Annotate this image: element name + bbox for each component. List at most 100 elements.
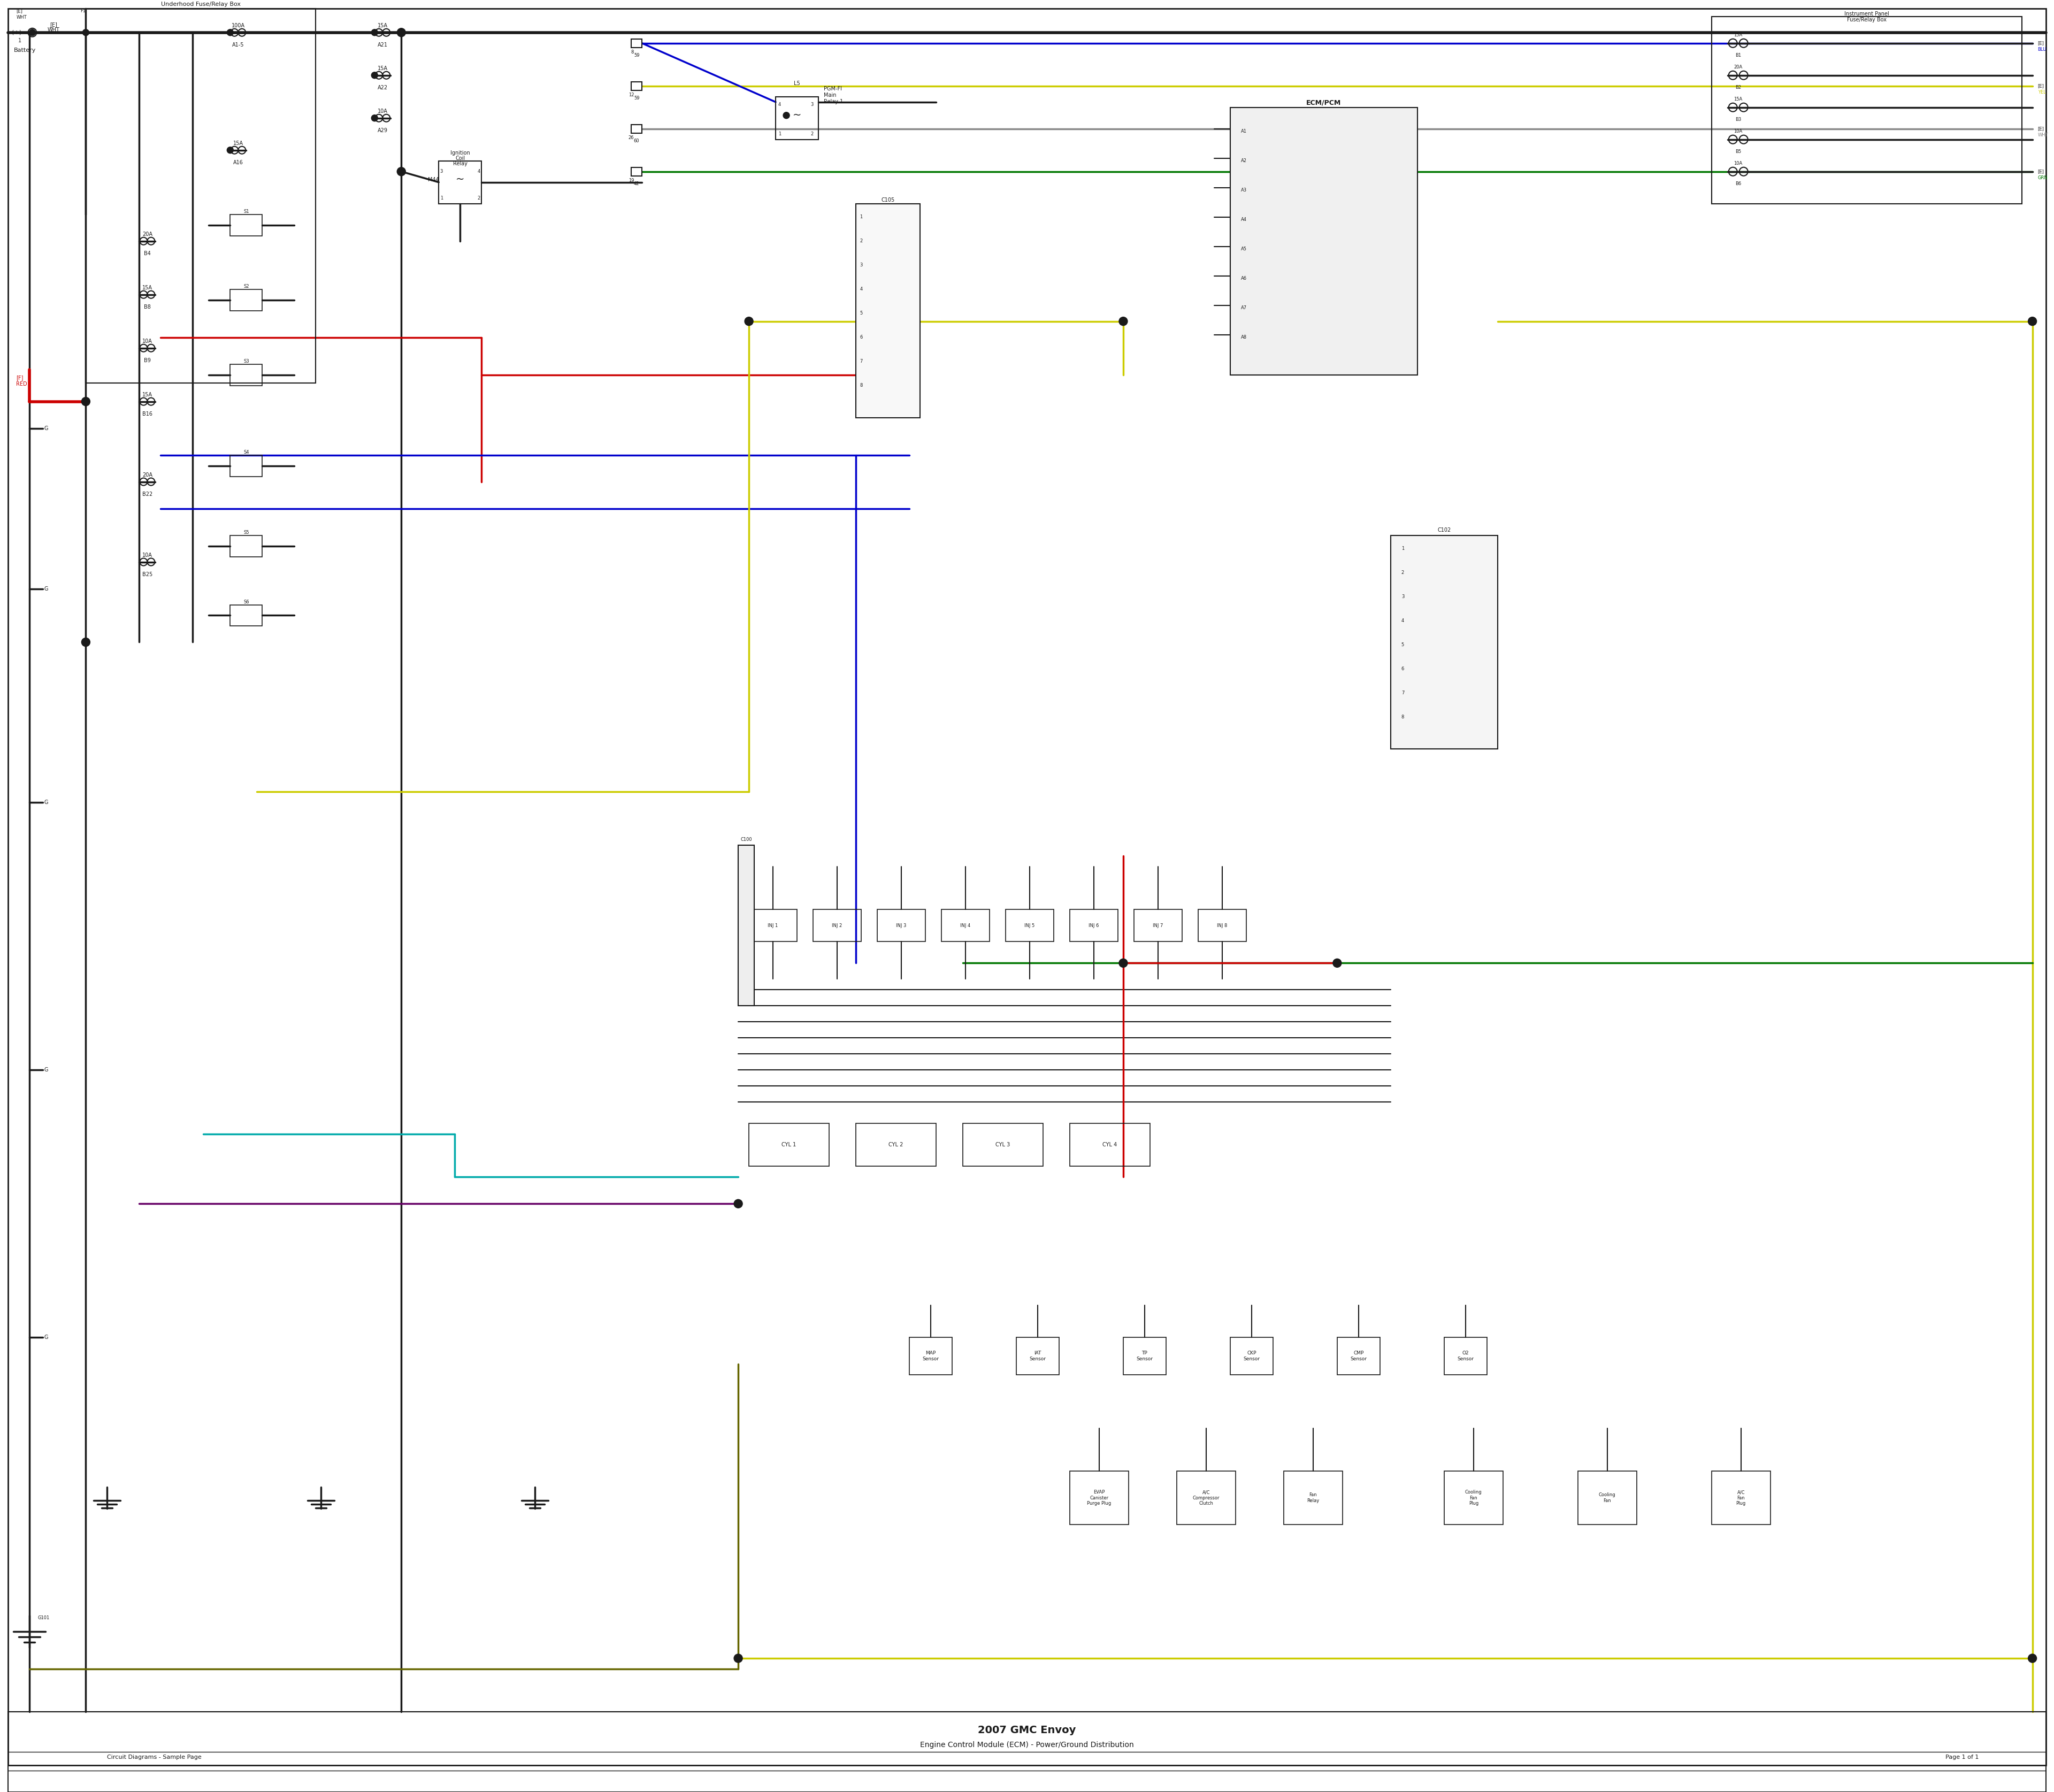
Text: B8: B8 <box>144 305 150 310</box>
Bar <box>776 97 817 140</box>
Circle shape <box>783 113 789 118</box>
Text: 15A: 15A <box>1734 97 1742 102</box>
Text: INJ 2: INJ 2 <box>832 923 842 928</box>
Text: 7: 7 <box>861 358 863 364</box>
Circle shape <box>228 147 234 154</box>
Text: 59: 59 <box>635 52 639 57</box>
Circle shape <box>372 115 378 122</box>
Bar <box>631 39 643 47</box>
Bar <box>1070 910 1117 941</box>
Text: ECM/PCM: ECM/PCM <box>1306 99 1341 106</box>
Bar <box>963 1124 1043 1167</box>
Text: 15A: 15A <box>232 140 242 145</box>
Text: B6: B6 <box>1736 181 1742 186</box>
Text: EVAP
Canister
Purge Plug: EVAP Canister Purge Plug <box>1087 1489 1111 1505</box>
Text: 10A: 10A <box>378 109 388 113</box>
Circle shape <box>228 29 234 36</box>
Text: A7: A7 <box>1241 305 1247 310</box>
Circle shape <box>396 29 405 38</box>
Text: B16: B16 <box>142 410 152 416</box>
Bar <box>750 910 797 941</box>
Text: Coil: Coil <box>456 156 464 161</box>
Text: IAT
Sensor: IAT Sensor <box>1029 1351 1045 1362</box>
Bar <box>86 9 316 383</box>
Text: 8: 8 <box>1401 715 1405 719</box>
Text: BLU: BLU <box>2038 47 2046 52</box>
Text: G101: G101 <box>37 1616 49 1620</box>
Text: B4: B4 <box>144 251 150 256</box>
Text: 4: 4 <box>861 287 863 292</box>
Text: B25: B25 <box>142 572 152 577</box>
Text: A29: A29 <box>378 127 388 133</box>
Text: 1: 1 <box>18 38 23 43</box>
Text: 2007 GMC Envoy: 2007 GMC Envoy <box>978 1726 1076 1735</box>
Text: 10A: 10A <box>1734 161 1742 165</box>
Bar <box>1230 108 1417 375</box>
Bar <box>1124 1337 1167 1374</box>
Text: 15A: 15A <box>142 285 152 290</box>
Text: 8: 8 <box>861 383 863 387</box>
Circle shape <box>82 398 88 405</box>
Text: 15A: 15A <box>378 23 388 29</box>
Circle shape <box>29 29 35 36</box>
Text: 60: 60 <box>635 138 639 143</box>
Text: A1-5: A1-5 <box>232 43 244 47</box>
Text: 20A: 20A <box>1734 65 1742 70</box>
Text: 19: 19 <box>629 177 635 183</box>
Text: 100A: 100A <box>232 23 244 29</box>
Text: Circuit Diagrams - Sample Page: Circuit Diagrams - Sample Page <box>107 1754 201 1760</box>
Text: B5: B5 <box>1736 149 1742 154</box>
Text: [E]: [E] <box>2038 84 2044 88</box>
Text: A3: A3 <box>1241 188 1247 192</box>
Text: 20A: 20A <box>142 471 152 477</box>
Text: CYL 3: CYL 3 <box>996 1142 1011 1147</box>
Bar <box>1197 910 1247 941</box>
Bar <box>1177 1471 1237 1525</box>
Text: 1: 1 <box>861 215 863 219</box>
Text: 10A: 10A <box>142 339 152 344</box>
Text: 4: 4 <box>477 168 481 174</box>
Text: 3: 3 <box>440 168 444 174</box>
Text: TP
Sensor: TP Sensor <box>1136 1351 1152 1362</box>
Text: 1: 1 <box>1401 547 1405 550</box>
Bar <box>8 1711 2046 1792</box>
Circle shape <box>398 168 405 176</box>
Circle shape <box>2027 317 2038 326</box>
Text: 12: 12 <box>629 93 635 97</box>
Text: G: G <box>43 799 47 805</box>
Text: A5: A5 <box>1241 247 1247 251</box>
Text: INJ 7: INJ 7 <box>1152 923 1163 928</box>
Circle shape <box>1333 959 1341 968</box>
Text: GRN: GRN <box>2038 176 2048 181</box>
Bar <box>230 604 263 625</box>
Text: G: G <box>43 1335 47 1340</box>
Text: INJ 1: INJ 1 <box>768 923 778 928</box>
Text: [E]: [E] <box>2038 168 2044 174</box>
Text: INJ 4: INJ 4 <box>961 923 972 928</box>
Bar <box>1070 1471 1128 1525</box>
Text: Instrument Panel
Fuse/Relay Box: Instrument Panel Fuse/Relay Box <box>1844 11 1890 23</box>
Text: (+): (+) <box>12 30 23 36</box>
Bar <box>1017 1337 1060 1374</box>
Bar <box>910 1337 953 1374</box>
Text: Relay 1: Relay 1 <box>824 99 844 104</box>
Text: A4: A4 <box>1241 217 1247 222</box>
Text: WHT: WHT <box>47 27 60 32</box>
Bar <box>941 910 990 941</box>
Text: A2: A2 <box>1241 158 1247 163</box>
Text: INJ 8: INJ 8 <box>1218 923 1228 928</box>
Text: D: D <box>639 86 643 91</box>
Text: 26: 26 <box>629 134 635 140</box>
Bar <box>230 536 263 557</box>
Bar <box>1711 1471 1771 1525</box>
Text: ~: ~ <box>793 111 801 120</box>
Text: D: D <box>639 43 643 48</box>
Text: A/C
Fan
Plug: A/C Fan Plug <box>1736 1489 1746 1505</box>
Bar <box>230 289 263 310</box>
Text: C102: C102 <box>1438 527 1450 532</box>
Text: Ignition: Ignition <box>450 151 470 156</box>
Text: Engine Control Module (ECM) - Power/Ground Distribution: Engine Control Module (ECM) - Power/Grou… <box>920 1742 1134 1749</box>
Text: INJ 5: INJ 5 <box>1025 923 1035 928</box>
Text: L5: L5 <box>795 81 801 86</box>
Bar <box>1444 1337 1487 1374</box>
